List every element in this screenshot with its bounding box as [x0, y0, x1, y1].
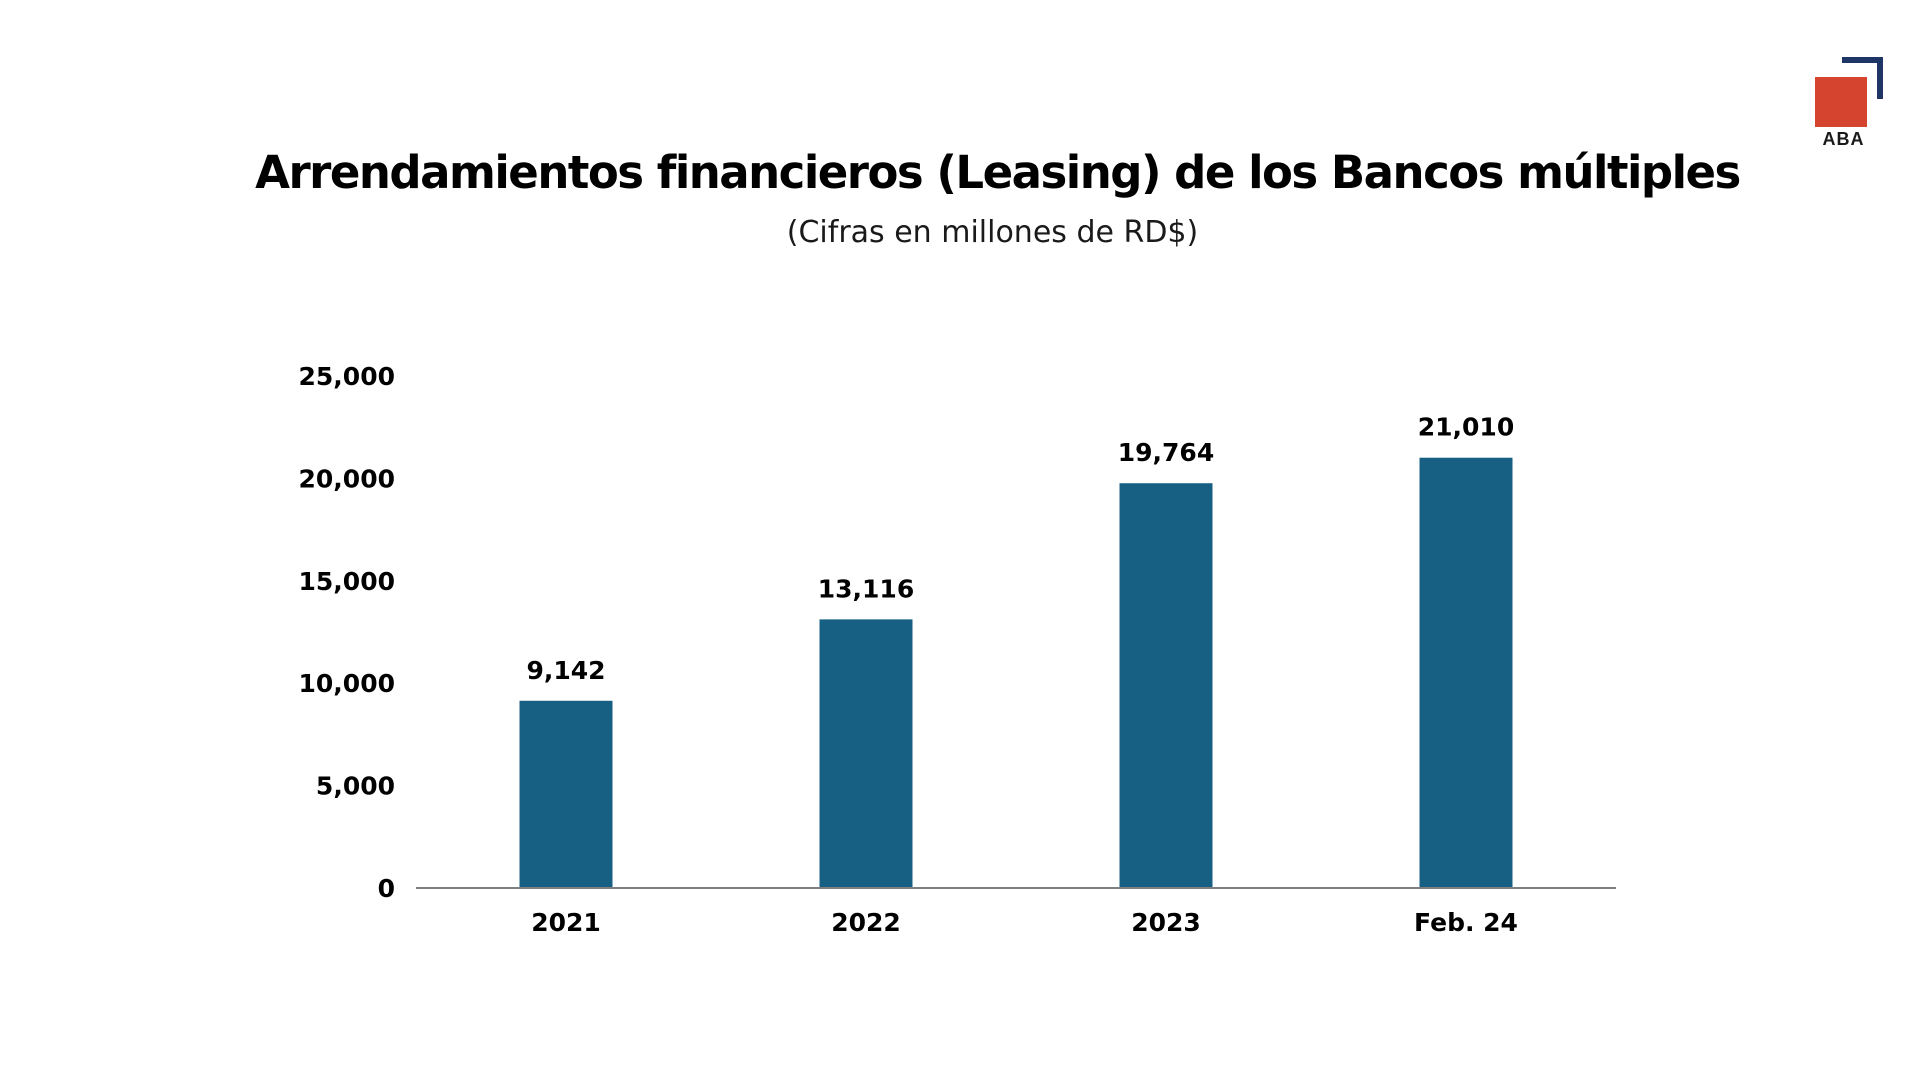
- x-category-label: 2021: [531, 908, 601, 937]
- x-category-label: 2023: [1131, 908, 1201, 937]
- bar: [519, 700, 613, 888]
- data-label: 9,142: [526, 656, 605, 685]
- chart-subtitle: (Cifras en millones de RD$): [786, 215, 1199, 250]
- y-tick-label: 25,000: [299, 362, 395, 391]
- logo-frame-mark: [1842, 57, 1883, 99]
- bar: [819, 619, 913, 888]
- data-label: 19,764: [1118, 438, 1214, 467]
- aba-logo: ABA: [1815, 57, 1885, 152]
- logo-square-mark: [1815, 77, 1867, 127]
- bar: [1119, 483, 1213, 888]
- bar: [1419, 457, 1513, 888]
- chart-title: Arrendamientos financieros (Leasing) de …: [255, 146, 1741, 199]
- data-label: 21,010: [1418, 413, 1514, 442]
- y-tick-label: 20,000: [299, 464, 395, 493]
- data-label: 13,116: [818, 574, 914, 603]
- x-category-label: 2022: [831, 908, 901, 937]
- x-category-label: Feb. 24: [1414, 908, 1518, 937]
- y-tick-label: 0: [378, 874, 395, 903]
- y-tick-label: 10,000: [299, 669, 395, 698]
- y-tick-label: 5,000: [316, 772, 395, 801]
- y-tick-label: 15,000: [299, 567, 395, 596]
- logo-text: ABA: [1822, 129, 1865, 149]
